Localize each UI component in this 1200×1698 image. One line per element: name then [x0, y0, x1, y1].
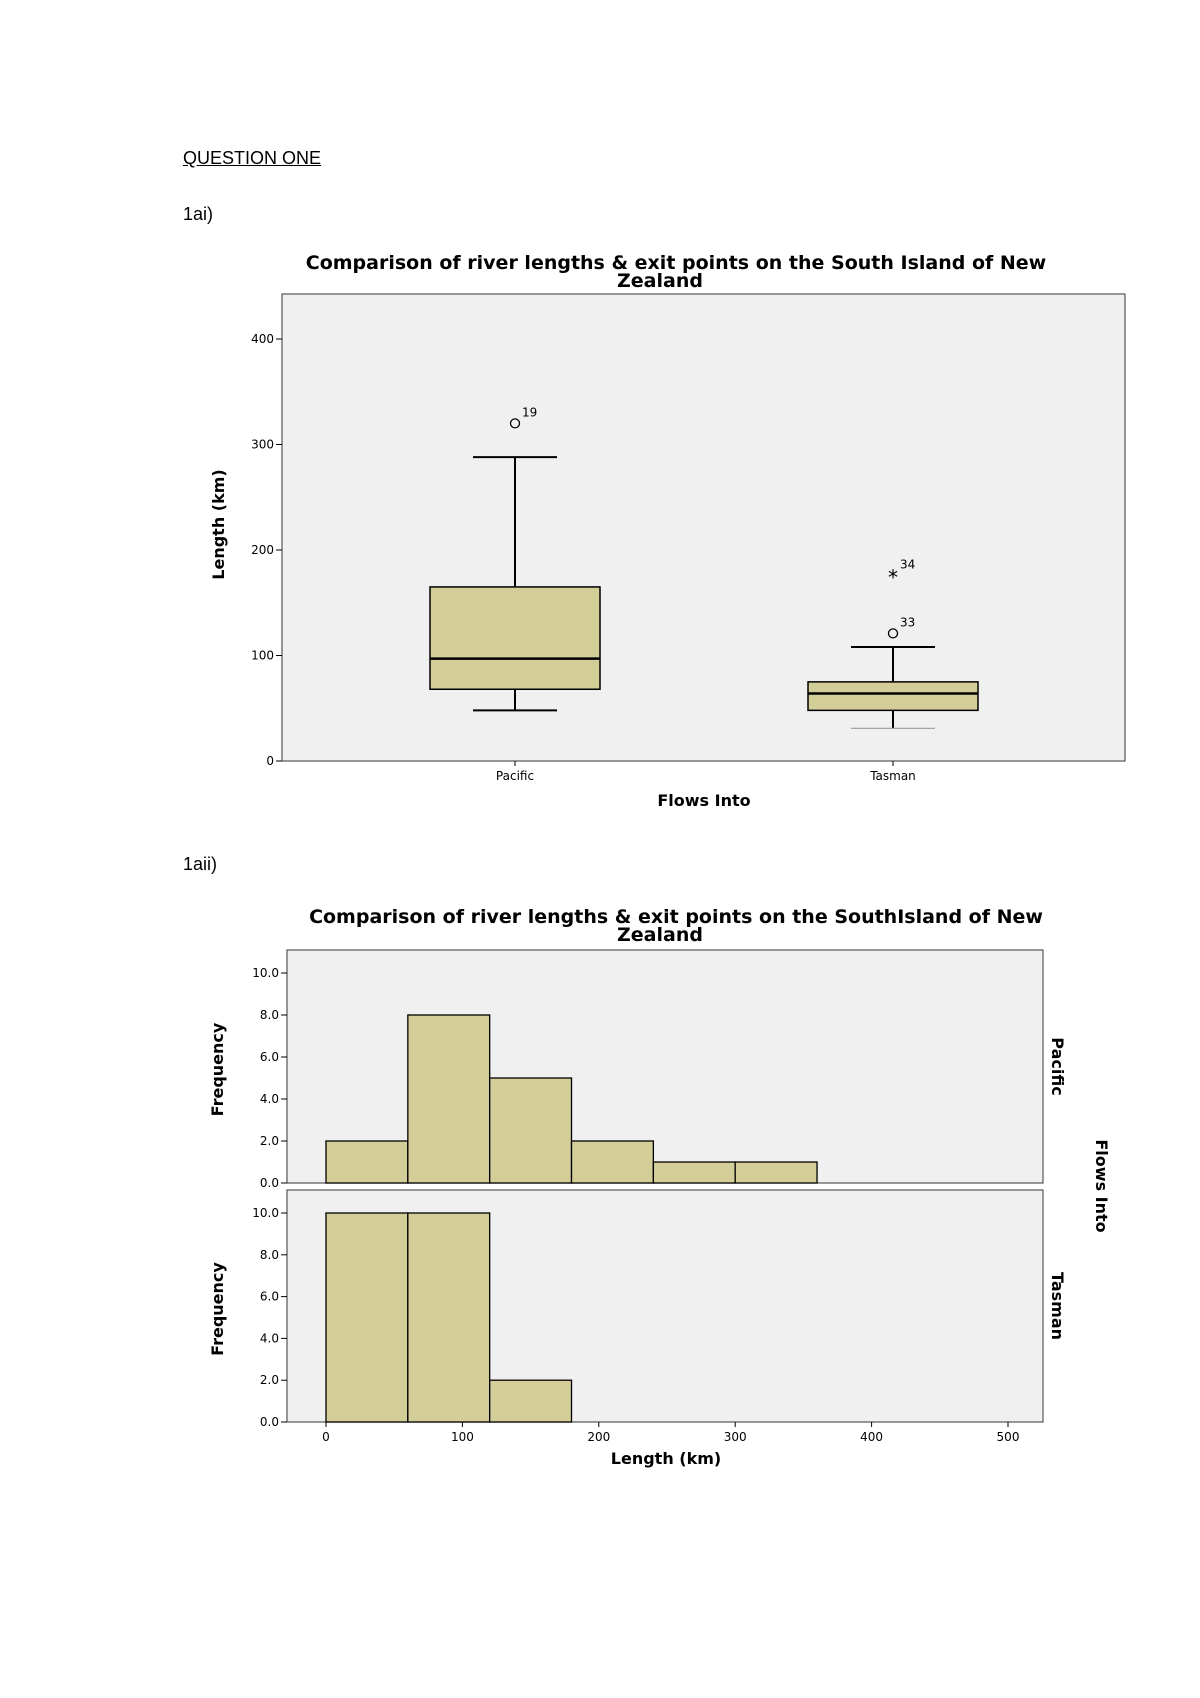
- pacific-histogram-bar: [570, 1140, 655, 1184]
- tasman-y-tick-label: 4.0: [260, 1331, 279, 1345]
- tasman-outlier-label-34: 34: [900, 557, 915, 571]
- chart2-x-tick-label: 100: [451, 1430, 474, 1444]
- chart1-x-tick-label: Pacific: [496, 769, 534, 783]
- tasman-extreme-outlier-34: *: [888, 565, 898, 589]
- chart1-y-tick-label: 300: [251, 438, 274, 452]
- chart1-x-tick-label: Tasman: [869, 769, 916, 783]
- question-label-1aii: 1aii): [183, 854, 218, 874]
- pacific-outlier-19: [509, 418, 521, 429]
- chart2-x-tick-label: 0: [322, 1430, 330, 1444]
- tasman-histogram-bar: [407, 1212, 491, 1423]
- tasman-y-tick-label: 10.0: [252, 1206, 279, 1220]
- chart2-x-axis-title: Length (km): [611, 1449, 721, 1468]
- tasman-histogram-bar: [325, 1212, 409, 1423]
- pacific-y-tick-label: 4.0: [260, 1092, 279, 1106]
- chart2-x-tick-label: 400: [860, 1430, 883, 1444]
- tasman-panel-label: Tasman: [1048, 1272, 1067, 1340]
- pacific-histogram-bar: [407, 1014, 491, 1184]
- tasman-outlier-label-33: 33: [900, 615, 915, 629]
- chart1-y-tick-label: 400: [251, 332, 274, 346]
- chart2-x-tick-label: 300: [724, 1430, 747, 1444]
- question-heading: QUESTION ONE: [183, 148, 322, 168]
- tasman-outlier-33: [887, 628, 899, 639]
- pacific-y-tick-label: 0.0: [260, 1176, 279, 1190]
- pacific-y-tick-label: 8.0: [260, 1008, 279, 1022]
- question-label-1ai: 1ai): [183, 204, 214, 224]
- chart2-title-line-2: Zealand: [617, 924, 703, 946]
- pacific-box: [429, 586, 601, 691]
- pacific-outlier-label-19: 19: [522, 405, 537, 419]
- chart1-title-line-1: Comparison of river lengths & exit point…: [306, 252, 1047, 274]
- chart2-title-line-1: Comparison of river lengths & exit point…: [309, 906, 1043, 928]
- chart2-x-tick-label: 500: [997, 1430, 1020, 1444]
- chart1-plot-area: [281, 293, 1126, 762]
- pacific-y-tick-label: 2.0: [260, 1134, 279, 1148]
- chart1-title-line-2: Zealand: [617, 270, 703, 292]
- pacific-histogram-bar: [652, 1161, 736, 1184]
- pacific-histogram-bar: [325, 1140, 409, 1184]
- chart1-y-tick-label: 0: [266, 754, 274, 768]
- chart2-panel-axis-title: Flows Into: [1092, 1139, 1111, 1232]
- pacific-y-axis-title: Frequency: [208, 1022, 227, 1116]
- pacific-histogram-bar: [489, 1077, 573, 1184]
- pacific-histogram-bar: [734, 1161, 818, 1184]
- chart1-y-tick-label: 200: [251, 543, 274, 557]
- chart1-y-axis-title: Length (km): [209, 469, 228, 579]
- tasman-y-axis-title: Frequency: [208, 1262, 227, 1356]
- chart1-x-axis-title: Flows Into: [657, 791, 750, 810]
- tasman-y-tick-label: 6.0: [260, 1290, 279, 1304]
- chart1-y-tick-label: 100: [251, 649, 274, 663]
- tasman-y-tick-label: 2.0: [260, 1373, 279, 1387]
- tasman-box: [807, 681, 979, 712]
- pacific-panel-label: Pacific: [1048, 1037, 1067, 1095]
- tasman-histogram-bar: [489, 1379, 573, 1423]
- tasman-y-tick-label: 8.0: [260, 1248, 279, 1262]
- pacific-y-tick-label: 6.0: [260, 1050, 279, 1064]
- tasman-y-tick-label: 0.0: [260, 1415, 279, 1429]
- chart2-x-tick-label: 200: [587, 1430, 610, 1444]
- pacific-y-tick-label: 10.0: [252, 966, 279, 980]
